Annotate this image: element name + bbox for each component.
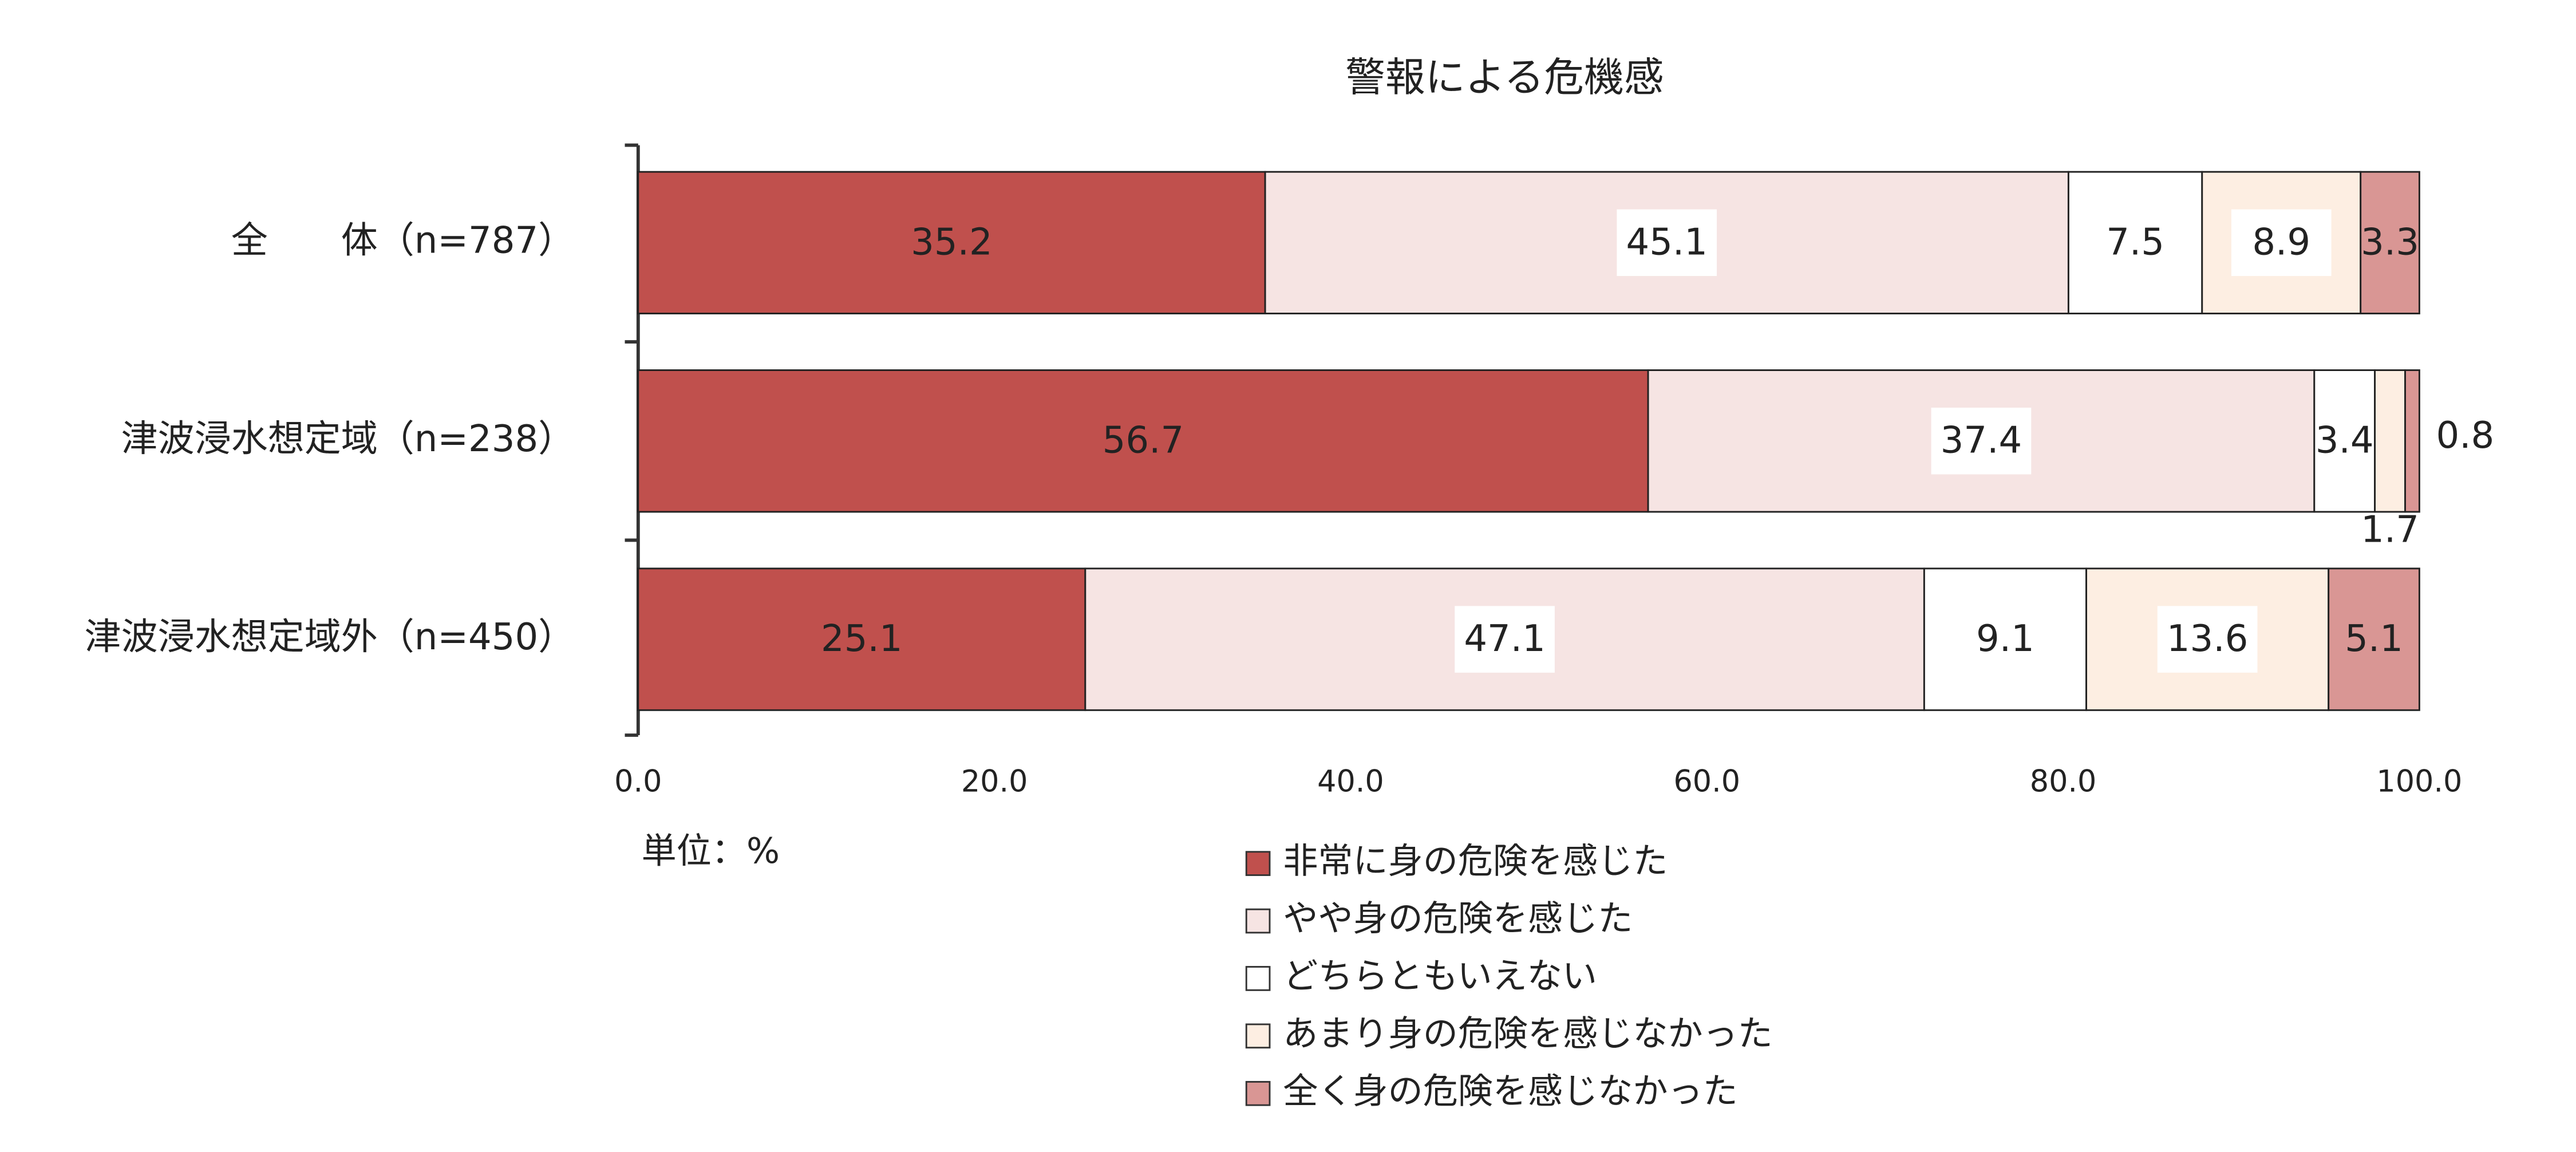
- unit-label: 単位：%: [642, 831, 780, 871]
- data-label: 37.4: [1941, 420, 2022, 462]
- data-label: 35.2: [911, 221, 993, 263]
- data-label: 3.4: [2316, 420, 2374, 462]
- x-tick-label: 40.0: [1317, 764, 1384, 799]
- bar-segment: [637, 369, 1649, 513]
- bar-segment: [2360, 171, 2420, 315]
- data-label: 1.7: [2361, 508, 2419, 551]
- legend-swatch: [1245, 1080, 1271, 1106]
- label-bg: [2231, 209, 2332, 277]
- legend-label: 全く身の危険を感じなかった: [1283, 1071, 1737, 1111]
- legend-swatch: [1245, 908, 1271, 934]
- data-label: 56.7: [1103, 420, 1184, 462]
- y-tick-label: 津波浸水想定域（n=238）: [121, 418, 575, 460]
- label-bg: [1617, 209, 1717, 277]
- label-bg: [2157, 606, 2258, 673]
- legend-swatch: [1245, 851, 1271, 876]
- legend-swatch: [1245, 966, 1271, 991]
- label-bg: [1931, 408, 2032, 475]
- data-label: 3.3: [2361, 221, 2419, 263]
- bar-segment: [637, 567, 1086, 711]
- bar-segment: [2328, 567, 2420, 711]
- legend-label: 非常に身の危険を感じた: [1283, 841, 1668, 882]
- bar-segment: [637, 171, 1266, 315]
- data-label: 47.1: [1464, 618, 1546, 660]
- bar-segment: [2313, 369, 2376, 513]
- y-tick-label: 全 体（n=787）: [231, 219, 575, 262]
- x-tick-label: 60.0: [1673, 764, 1740, 799]
- label-bg: [1455, 606, 1555, 673]
- data-label: 7.5: [2106, 221, 2164, 263]
- data-label: 13.6: [2167, 618, 2249, 660]
- data-label: 0.8: [2436, 415, 2494, 457]
- x-tick-label: 100.0: [2376, 764, 2462, 799]
- legend-label: どちらともいえない: [1283, 956, 1597, 997]
- bar-segment: [2374, 369, 2406, 513]
- data-label: 8.9: [2252, 221, 2310, 263]
- legend-swatch: [1245, 1023, 1271, 1049]
- chart-title: 警報による危機感: [1345, 54, 1664, 101]
- x-tick-label: 0.0: [614, 764, 662, 799]
- y-tick-label: 津波浸水想定域外（n=450）: [85, 616, 575, 658]
- bar-segment: [1923, 567, 2087, 711]
- x-tick-label: 20.0: [961, 764, 1028, 799]
- legend-label: あまり身の危険を感じなかった: [1283, 1013, 1773, 1054]
- data-label: 25.1: [821, 618, 903, 660]
- bar-segment: [2404, 369, 2420, 513]
- data-label: 45.1: [1626, 221, 1708, 263]
- data-label: 5.1: [2345, 618, 2403, 660]
- data-label: 9.1: [1976, 618, 2034, 660]
- x-tick-label: 80.0: [2030, 764, 2097, 799]
- legend-label: やや身の危険を感じた: [1283, 898, 1633, 939]
